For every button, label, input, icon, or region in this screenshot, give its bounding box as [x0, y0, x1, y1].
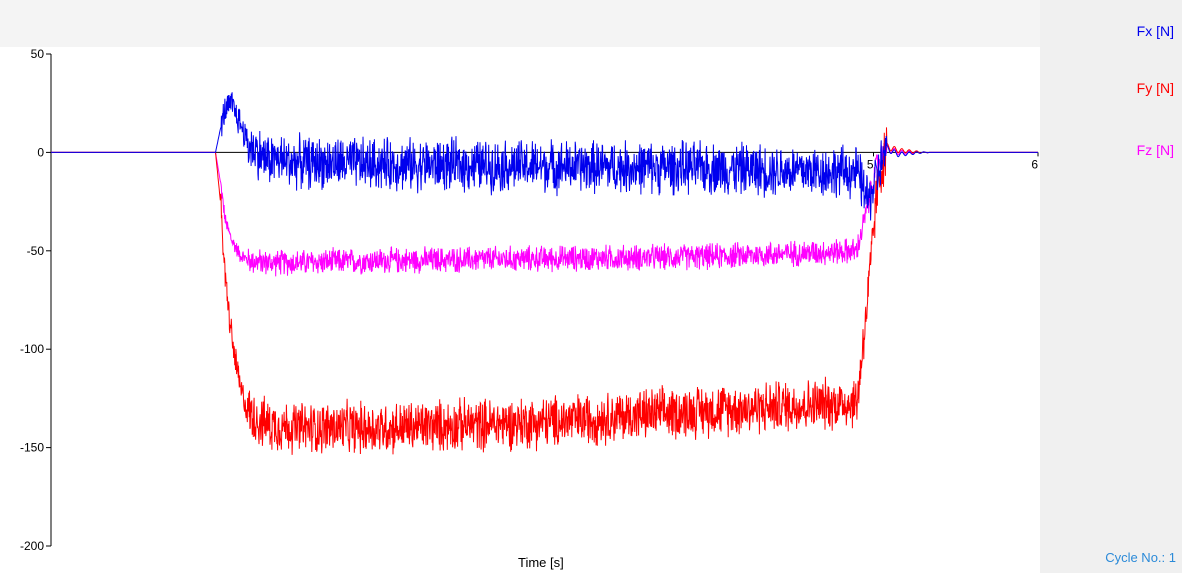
chart-background — [0, 0, 1040, 573]
y-tick-label: -100 — [20, 342, 44, 356]
y-tick-label: -200 — [20, 539, 44, 553]
legend-panel: Fx [N] Fy [N] Fz [N] — [1040, 0, 1182, 573]
y-tick-label: -150 — [20, 441, 44, 455]
x-tick-label: 6 — [1031, 157, 1038, 171]
legend-entry-fy[interactable]: Fy [N] — [1136, 80, 1174, 96]
series-group — [51, 92, 1038, 455]
cycle-number-label: Cycle No.: 1 — [1105, 550, 1176, 565]
y-tick-label: 0 — [37, 145, 44, 159]
series-line-fx — [51, 92, 1038, 221]
chart-top-band — [0, 0, 1040, 47]
legend-entry-fx[interactable]: Fx [N] — [1136, 23, 1174, 39]
force-chart: 50 0 -50 -100 -150 -200 5 6 — [0, 0, 1040, 573]
y-tick-label: -50 — [27, 244, 45, 258]
x-axis-label: Time [s] — [518, 555, 564, 570]
y-tick-label: 50 — [31, 47, 45, 61]
x-tick-label: 5 — [867, 157, 874, 171]
series-line-fy — [51, 127, 1038, 455]
legend-entry-fz[interactable]: Fz [N] — [1136, 142, 1174, 158]
